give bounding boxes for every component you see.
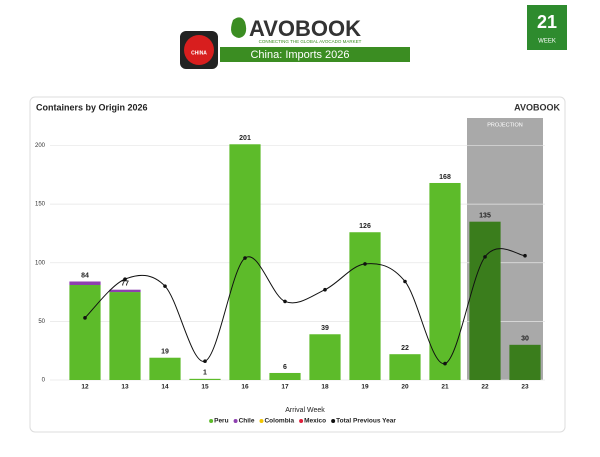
line-point [523, 253, 527, 258]
chart-title: Containers by Origin 2026 [36, 102, 148, 112]
line-point [483, 255, 487, 259]
line-point [323, 287, 327, 292]
y-tick-label: 100 [35, 260, 46, 266]
logo-icon [231, 17, 247, 38]
tagline: CONNECTING THE GLOBAL AVOCADO MARKET [259, 39, 362, 44]
x-tick-label: 23 [521, 384, 529, 391]
data-label: 77 [121, 281, 129, 288]
data-label: 126 [359, 223, 371, 230]
x-tick-label: 12 [81, 384, 89, 391]
x-tick-label: 20 [401, 384, 409, 391]
x-tick-label: 21 [441, 384, 449, 391]
bar [69, 281, 101, 286]
data-label: 30 [521, 336, 529, 343]
data-label: 39 [321, 325, 329, 332]
data-label: 84 [81, 272, 89, 279]
x-tick-label: 18 [321, 384, 329, 391]
y-tick-label: 0 [42, 378, 46, 384]
legend-marker [299, 419, 304, 423]
bar [229, 144, 261, 380]
week-label: WEEK [538, 39, 556, 45]
data-label: 168 [439, 174, 451, 181]
bar [109, 289, 141, 293]
line-point [123, 277, 127, 281]
bar [509, 344, 541, 380]
x-tick-label: 14 [161, 384, 169, 391]
legend-label: Mexico [304, 418, 326, 425]
week: 21 [537, 12, 557, 32]
legend-label: Chile [239, 418, 255, 425]
data-label: 6 [283, 364, 287, 371]
header: CHINA AVOBOOK CONNECTING THE GLOBAL AVOC… [180, 5, 567, 69]
line-point [163, 284, 167, 288]
x-axis-title: Arrival Week [285, 407, 325, 414]
x-tick-label: 13 [121, 384, 129, 391]
y-tick-label: 50 [38, 319, 45, 325]
bar [429, 182, 461, 380]
line-point [203, 359, 207, 364]
data-label: 19 [161, 349, 169, 356]
flag [184, 35, 214, 65]
bar [69, 285, 101, 380]
week-badge [527, 5, 567, 50]
logo: AVOBOOK [249, 16, 361, 41]
subtitle-bar [220, 47, 410, 62]
card-logo: AVOBOOK [514, 102, 560, 112]
legend-marker [331, 419, 336, 423]
subtitle: China: Imports 2026 [250, 49, 349, 61]
data-label: 1 [203, 370, 207, 377]
legend-marker [259, 419, 264, 423]
line-point [443, 361, 447, 366]
bar [189, 378, 221, 380]
legend-marker [209, 419, 214, 423]
legend-label: Total Previous Year [336, 418, 396, 425]
bar [469, 221, 501, 380]
line-point [403, 279, 407, 284]
bar [309, 334, 341, 380]
bar [109, 292, 141, 380]
legend-label: Colombia [264, 418, 294, 425]
y-tick-label: 200 [35, 143, 46, 149]
x-tick-label: 17 [281, 384, 289, 391]
bar [269, 372, 301, 380]
line-point [363, 262, 367, 266]
line-point [243, 256, 247, 260]
y-tick-label: 150 [35, 202, 46, 208]
bar [149, 357, 181, 380]
data-label: 201 [239, 135, 251, 142]
legend-label: Peru [214, 418, 228, 425]
x-tick-label: 19 [361, 384, 369, 391]
data-label: 135 [479, 213, 491, 220]
bar [389, 354, 421, 380]
bar [349, 232, 381, 380]
line-point [83, 316, 87, 320]
line-point [283, 299, 287, 304]
projection-label: PROJECTION [487, 122, 522, 128]
flag-label: CHINA [191, 50, 207, 56]
x-tick-label: 22 [481, 384, 489, 391]
x-tick-label: 16 [241, 384, 249, 391]
legend-marker [233, 419, 238, 423]
x-tick-label: 15 [201, 384, 209, 391]
data-label: 22 [401, 345, 409, 352]
